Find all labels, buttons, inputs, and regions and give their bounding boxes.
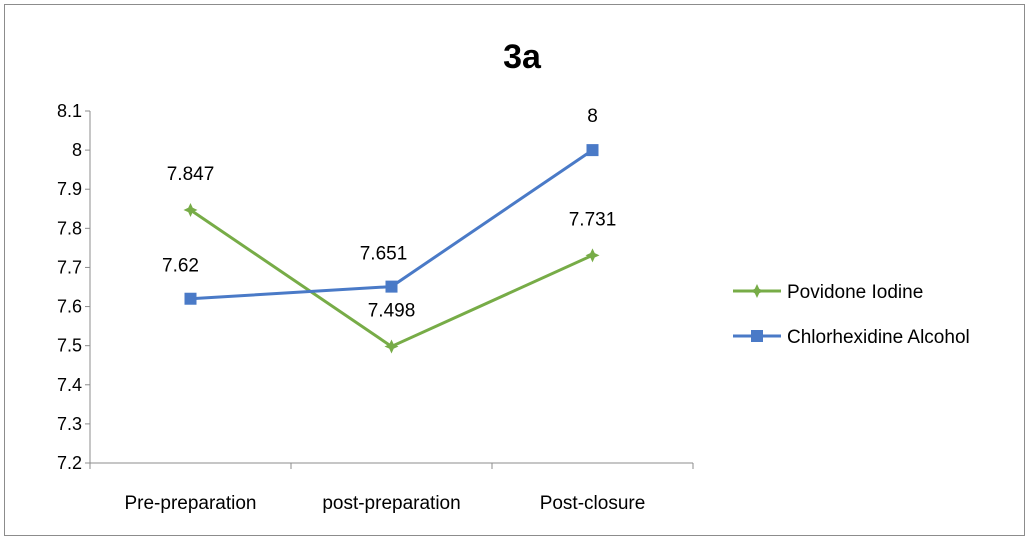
chart-frame bbox=[4, 4, 1025, 536]
y-tick-label: 8.1 bbox=[57, 101, 82, 121]
legend: Povidone Iodine Chlorhexidine Alcohol bbox=[733, 282, 970, 348]
legend-label: Chlorhexidine Alcohol bbox=[787, 327, 970, 348]
x-tick-label: Pre-preparation bbox=[124, 493, 256, 514]
legend-label: Povidone Iodine bbox=[787, 282, 923, 303]
series-line-chlorhexidine-alcohol bbox=[190, 148, 594, 301]
legend-marker bbox=[751, 330, 763, 342]
axes: 7.2 7.3 7.4 7.5 7.6 7.7 7.8 7.9 8 8.1 Pre-preparat… bbox=[57, 101, 694, 514]
data-point-marker bbox=[184, 292, 197, 305]
data-point-marker bbox=[384, 339, 399, 354]
data-point-marker bbox=[585, 248, 600, 263]
y-tick-label: 7.3 bbox=[57, 414, 82, 434]
data-point-marker bbox=[385, 280, 398, 293]
legend-marker bbox=[750, 284, 764, 298]
data-label: 7.651 bbox=[360, 244, 408, 265]
series-line-povidone-iodine bbox=[189, 208, 594, 349]
data-point-marker bbox=[183, 202, 198, 217]
chart-title: 3a bbox=[503, 38, 542, 76]
y-tick-label: 7.2 bbox=[57, 453, 82, 473]
y-tick-label: 7.7 bbox=[57, 257, 82, 277]
y-tick-label: 7.9 bbox=[57, 179, 82, 199]
series-lines: 7.847 7.498 7.731 7.62 7.651 8 bbox=[162, 106, 617, 354]
data-label: 8 bbox=[587, 106, 598, 127]
data-label: 7.498 bbox=[368, 300, 416, 321]
y-tick-label: 7.8 bbox=[57, 218, 82, 238]
x-tick-label: post-preparation bbox=[322, 493, 460, 514]
y-tick-label: 7.6 bbox=[57, 297, 82, 317]
data-label: 7.731 bbox=[569, 209, 617, 230]
y-tick-label: 7.4 bbox=[57, 375, 82, 395]
x-tick-label: Post-closure bbox=[540, 493, 646, 514]
y-tick-label: 7.5 bbox=[57, 336, 82, 356]
data-label: 7.847 bbox=[167, 164, 215, 185]
data-label: 7.62 bbox=[162, 256, 199, 277]
data-point-marker bbox=[586, 144, 599, 157]
y-tick-label: 8 bbox=[72, 140, 82, 160]
